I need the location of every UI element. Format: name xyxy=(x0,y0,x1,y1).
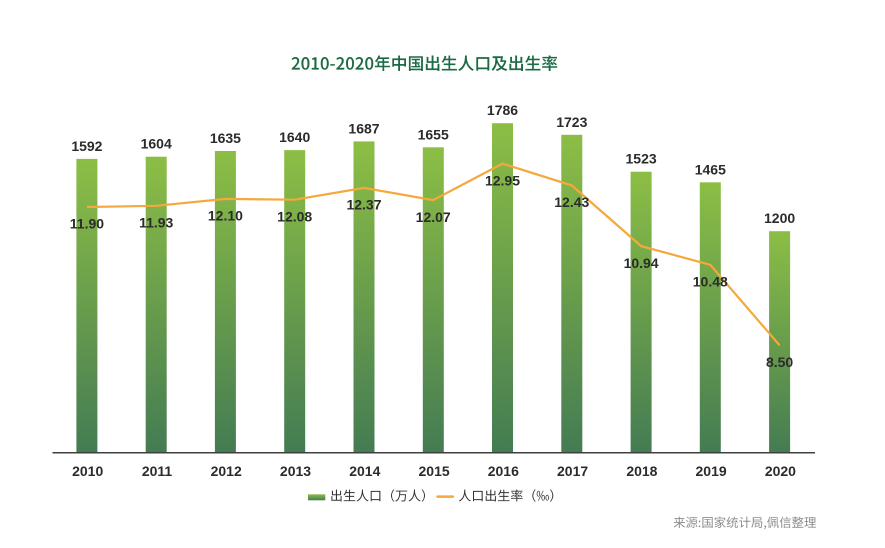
svg-text:1640: 1640 xyxy=(279,129,310,145)
svg-text:8.50: 8.50 xyxy=(766,354,793,370)
svg-text:10.48: 10.48 xyxy=(693,274,728,290)
svg-text:1655: 1655 xyxy=(418,126,449,142)
svg-text:12.07: 12.07 xyxy=(416,209,451,225)
svg-text:1523: 1523 xyxy=(626,151,657,167)
svg-text:1465: 1465 xyxy=(695,161,726,177)
svg-text:12.37: 12.37 xyxy=(346,197,381,213)
svg-text:2011: 2011 xyxy=(142,463,173,479)
svg-text:2017: 2017 xyxy=(557,463,588,479)
svg-text:12.95: 12.95 xyxy=(485,172,520,188)
svg-text:2012: 2012 xyxy=(211,463,242,479)
svg-text:1687: 1687 xyxy=(348,120,379,136)
svg-text:1786: 1786 xyxy=(487,102,518,118)
svg-text:2019: 2019 xyxy=(696,463,727,479)
svg-text:2015: 2015 xyxy=(419,463,450,479)
svg-text:1200: 1200 xyxy=(764,210,795,226)
svg-text:2013: 2013 xyxy=(280,463,311,479)
svg-text:2020: 2020 xyxy=(765,463,796,479)
svg-text:1592: 1592 xyxy=(71,138,102,154)
svg-text:2016: 2016 xyxy=(488,463,519,479)
svg-text:1723: 1723 xyxy=(556,114,587,130)
svg-text:12.43: 12.43 xyxy=(554,194,589,210)
svg-text:11.90: 11.90 xyxy=(70,216,104,232)
svg-text:10.94: 10.94 xyxy=(624,255,659,271)
svg-text:2010: 2010 xyxy=(72,463,103,479)
svg-text:1635: 1635 xyxy=(210,130,241,146)
svg-text:11.93: 11.93 xyxy=(139,215,173,231)
svg-text:1604: 1604 xyxy=(141,136,172,152)
svg-text:12.08: 12.08 xyxy=(277,208,312,224)
svg-text:2018: 2018 xyxy=(626,463,657,479)
svg-text:2014: 2014 xyxy=(349,463,380,479)
svg-text:12.10: 12.10 xyxy=(208,208,243,224)
